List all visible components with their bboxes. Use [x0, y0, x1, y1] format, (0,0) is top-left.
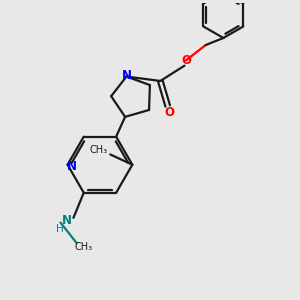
Text: CH₃: CH₃	[90, 145, 108, 155]
Text: O: O	[164, 106, 174, 119]
Text: N: N	[62, 214, 72, 227]
Text: N: N	[66, 160, 76, 173]
Text: N: N	[122, 70, 132, 83]
Text: O: O	[181, 54, 191, 67]
Text: H: H	[56, 224, 64, 234]
Text: CH₃: CH₃	[74, 242, 92, 252]
